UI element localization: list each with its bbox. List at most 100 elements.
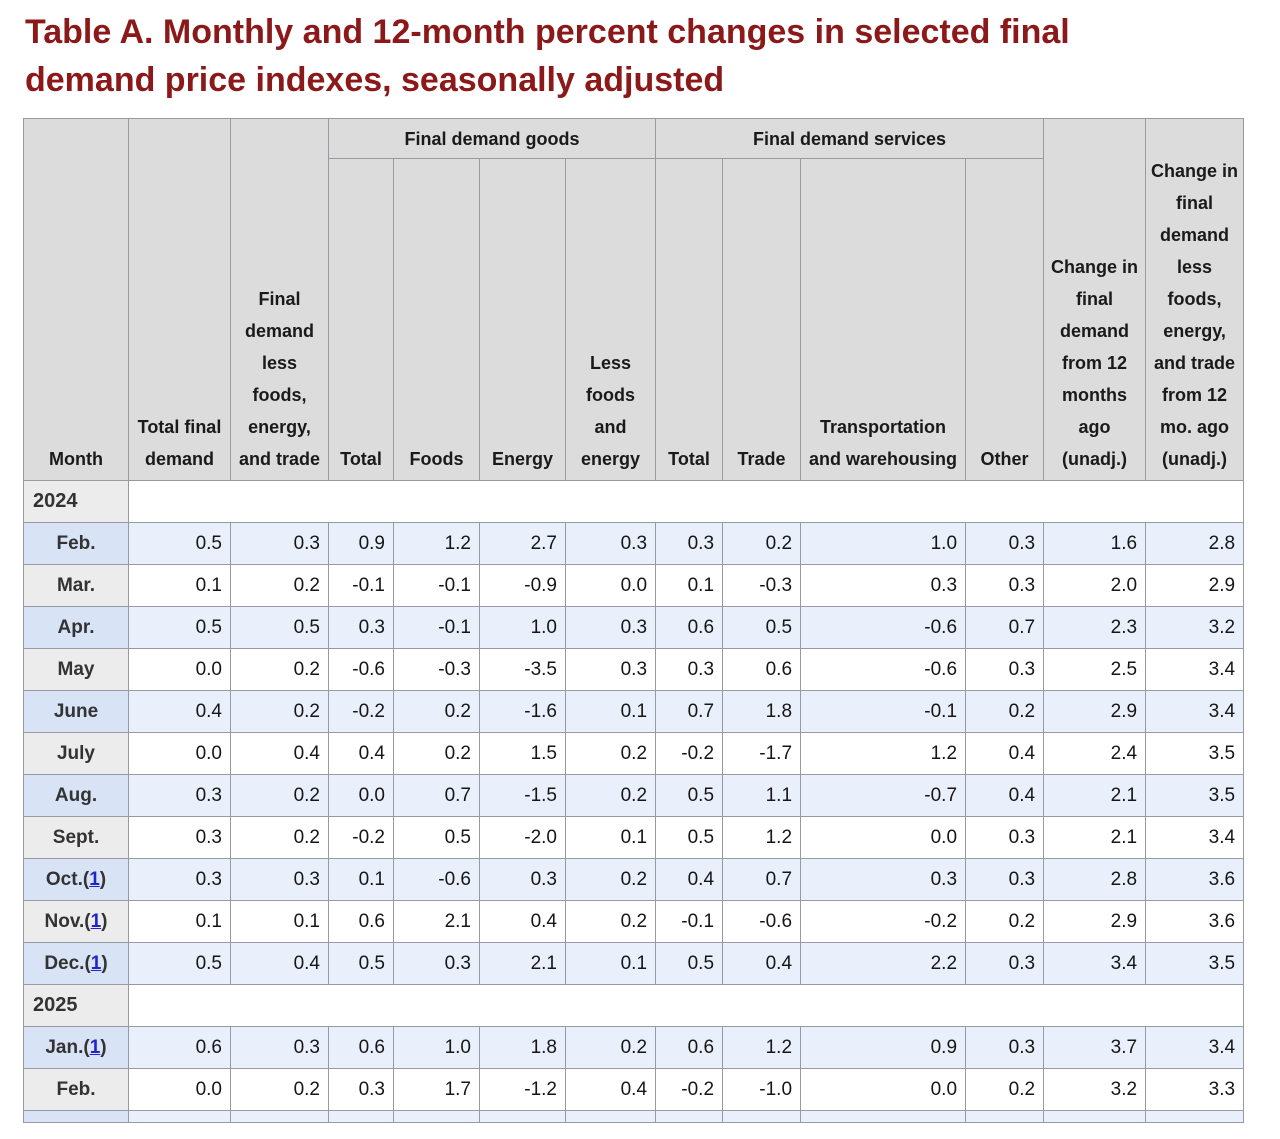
value-cell: 0.1 bbox=[128, 900, 231, 943]
value-cell: 0.3 bbox=[564, 522, 657, 565]
value-cell: 0.1 bbox=[564, 942, 657, 985]
value-cell: -0.2 bbox=[328, 690, 394, 733]
value-cell: 3.4 bbox=[1145, 648, 1245, 691]
value-cell: 1.8 bbox=[479, 1026, 566, 1069]
table-row: Jan.(1) 0.6 0.3 0.6 1.0 1.8 0.2 0.6 1.2 0.9 0.3 3.7… bbox=[23, 1026, 1245, 1069]
value-cell: -0.3 bbox=[393, 648, 480, 691]
month-cell: Feb. bbox=[23, 522, 129, 565]
value-cell bbox=[1145, 1110, 1245, 1123]
value-cell: 3.4 bbox=[1145, 816, 1245, 859]
value-cell: 0.6 bbox=[128, 1026, 231, 1069]
value-cell: 0.9 bbox=[328, 522, 394, 565]
value-cell: -0.1 bbox=[393, 606, 480, 649]
value-cell: 0.3 bbox=[965, 564, 1045, 607]
table-row: Mar. 0.1 0.2 -0.1 -0.1 -0.9 0.0 0.1 -0.3 0.3 0.3 2.… bbox=[23, 564, 1245, 607]
value-cell: -0.1 bbox=[393, 564, 480, 607]
value-cell: 1.0 bbox=[800, 522, 967, 565]
table-row-partial bbox=[23, 1110, 1245, 1123]
value-cell: 0.4 bbox=[965, 732, 1045, 775]
col-header-services-trade: Trade bbox=[722, 158, 802, 481]
value-cell: -0.6 bbox=[393, 858, 480, 901]
month-cell: July bbox=[23, 732, 129, 775]
col-header-month: Month bbox=[23, 118, 129, 481]
value-cell: 0.4 bbox=[128, 690, 231, 733]
value-cell: 0.1 bbox=[564, 816, 657, 859]
value-cell: 2.5 bbox=[1043, 648, 1147, 691]
table-row: May 0.0 0.2 -0.6 -0.3 -3.5 0.3 0.3 0.6 -0.6 0.3 2.5… bbox=[23, 648, 1245, 691]
value-cell: 3.6 bbox=[1145, 900, 1245, 943]
table-row: Apr. 0.5 0.5 0.3 -0.1 1.0 0.3 0.6 0.5 -0.6 0.7 2.3 3… bbox=[23, 606, 1245, 649]
footnote-link[interactable]: 1 bbox=[89, 868, 100, 890]
value-cell: 0.9 bbox=[800, 1026, 967, 1069]
value-cell: 2.1 bbox=[393, 900, 480, 943]
value-cell: 0.5 bbox=[655, 816, 724, 859]
col-header-services-transportation: Transportation and warehousing bbox=[800, 158, 967, 481]
value-cell: -0.1 bbox=[328, 564, 394, 607]
month-cell: Jan.(1) bbox=[23, 1026, 129, 1069]
value-cell: 0.2 bbox=[564, 774, 657, 817]
table-row: Nov.(1) 0.1 0.1 0.6 2.1 0.4 0.2 -0.1 -0.6 -0.2 0.2… bbox=[23, 900, 1245, 943]
value-cell: 1.5 bbox=[479, 732, 566, 775]
value-cell: -1.0 bbox=[722, 1068, 802, 1111]
value-cell: 0.2 bbox=[393, 690, 480, 733]
value-cell: 3.5 bbox=[1145, 774, 1245, 817]
value-cell: 1.6 bbox=[1043, 522, 1147, 565]
year-spacer bbox=[127, 480, 1245, 523]
value-cell: 3.4 bbox=[1145, 1026, 1245, 1069]
year-label: 2025 bbox=[23, 984, 129, 1027]
col-header-goods-energy: Energy bbox=[479, 158, 566, 481]
value-cell bbox=[800, 1110, 967, 1123]
value-cell: -0.7 bbox=[800, 774, 967, 817]
value-cell: -0.9 bbox=[479, 564, 566, 607]
value-cell: 0.4 bbox=[564, 1068, 657, 1111]
table-row: Sept. 0.3 0.2 -0.2 0.5 -2.0 0.1 0.5 1.2 0.0 0.3 2.1… bbox=[23, 816, 1245, 859]
value-cell bbox=[393, 1110, 480, 1123]
value-cell: 0.4 bbox=[965, 774, 1045, 817]
value-cell: 0.3 bbox=[230, 1026, 329, 1069]
value-cell: 0.3 bbox=[800, 564, 967, 607]
value-cell: -0.2 bbox=[655, 1068, 724, 1111]
value-cell: 2.7 bbox=[479, 522, 566, 565]
value-cell: 0.1 bbox=[328, 858, 394, 901]
value-cell: 0.2 bbox=[564, 858, 657, 901]
value-cell: 0.3 bbox=[328, 606, 394, 649]
value-cell: 0.5 bbox=[128, 942, 231, 985]
footnote-link[interactable]: 1 bbox=[90, 952, 102, 974]
value-cell bbox=[722, 1110, 802, 1123]
footnote-link[interactable]: 1 bbox=[89, 1036, 101, 1058]
value-cell: 2.2 bbox=[800, 942, 967, 985]
month-cell: May bbox=[23, 648, 129, 691]
table-body: 2024 Feb. 0.5 0.3 0.9 1.2 2.7 0.3 0.3 0.2 1.0 0.3 1.… bbox=[23, 480, 1245, 1123]
value-cell: 0.2 bbox=[230, 816, 329, 859]
value-cell: -1.5 bbox=[479, 774, 566, 817]
month-cell: Dec.(1) bbox=[23, 942, 129, 985]
value-cell: 3.2 bbox=[1145, 606, 1245, 649]
col-header-services-total: Total bbox=[655, 158, 724, 481]
value-cell: 2.1 bbox=[479, 942, 566, 985]
value-cell: 0.2 bbox=[564, 1026, 657, 1069]
value-cell: 0.5 bbox=[722, 606, 802, 649]
value-cell: 0.2 bbox=[722, 522, 802, 565]
value-cell: 0.3 bbox=[564, 648, 657, 691]
value-cell: 0.3 bbox=[965, 858, 1045, 901]
group-header-row: Month Total final demand Final demand le… bbox=[23, 118, 1245, 481]
col-header-services-other: Other bbox=[965, 158, 1045, 481]
footnote-link[interactable]: 1 bbox=[90, 910, 102, 932]
value-cell: -1.2 bbox=[479, 1068, 566, 1111]
value-cell: 1.0 bbox=[393, 1026, 480, 1069]
col-header-total-final-demand: Total final demand bbox=[128, 118, 231, 481]
year-label: 2024 bbox=[23, 480, 129, 523]
year-spacer bbox=[127, 984, 1245, 1027]
value-cell: 0.4 bbox=[722, 942, 802, 985]
value-cell: -0.2 bbox=[655, 732, 724, 775]
value-cell bbox=[328, 1110, 394, 1123]
value-cell: -3.5 bbox=[479, 648, 566, 691]
value-cell: 0.0 bbox=[128, 648, 231, 691]
month-cell: Aug. bbox=[23, 774, 129, 817]
value-cell: 3.7 bbox=[1043, 1026, 1147, 1069]
value-cell bbox=[655, 1110, 724, 1123]
value-cell: 0.4 bbox=[479, 900, 566, 943]
value-cell: 0.7 bbox=[722, 858, 802, 901]
value-cell: 2.8 bbox=[1043, 858, 1147, 901]
value-cell bbox=[564, 1110, 657, 1123]
